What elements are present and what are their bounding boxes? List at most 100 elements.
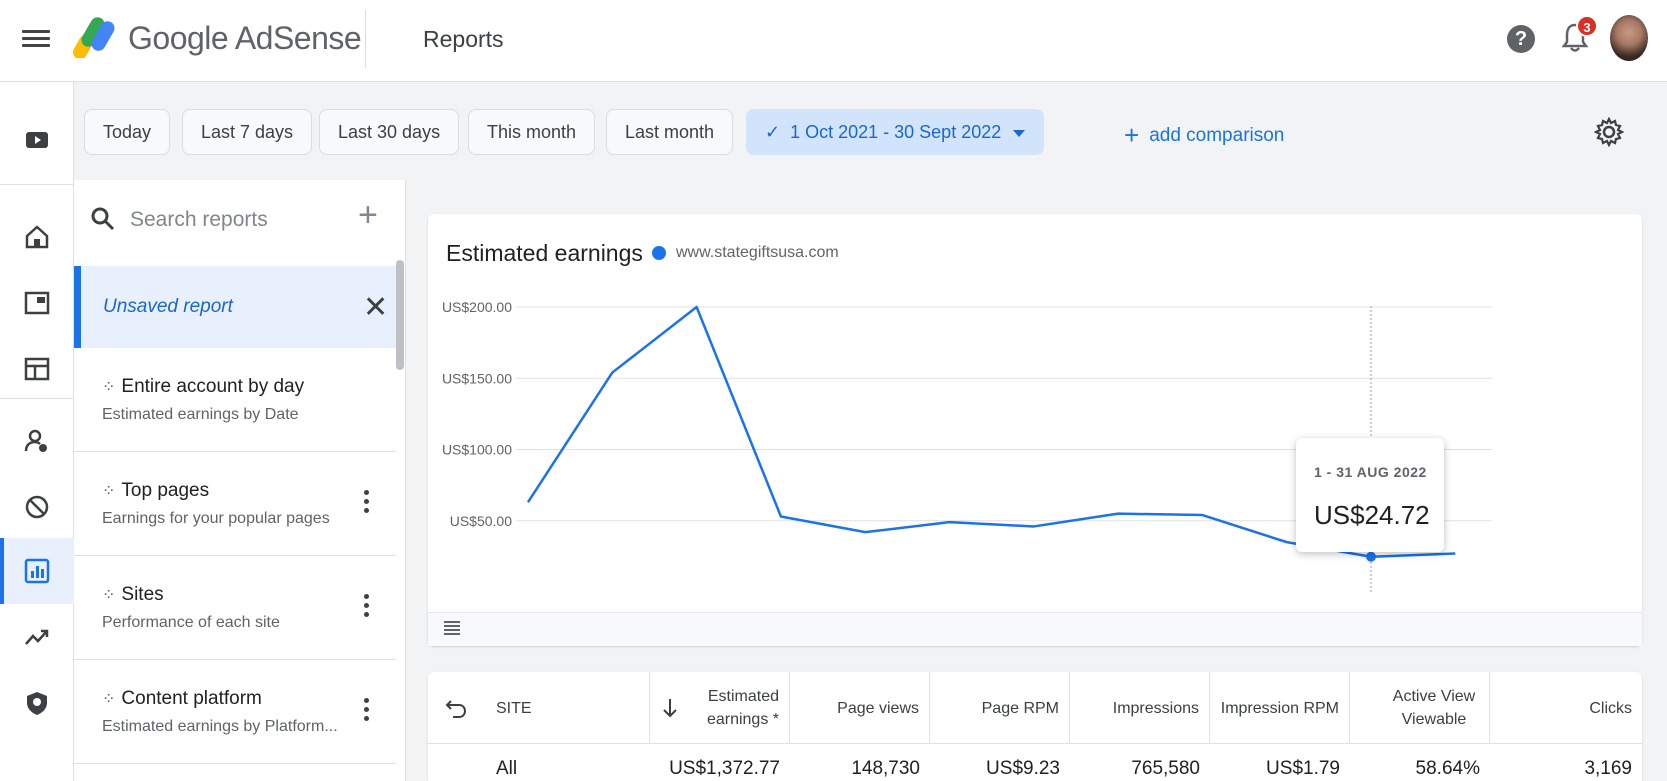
report-title-text: Sites <box>121 584 164 605</box>
page-title: Reports <box>423 26 504 52</box>
legend-label: www.stategiftsusa.com <box>676 244 839 261</box>
search-reports-row: + <box>74 180 406 260</box>
report-title-text: Entire account by day <box>121 376 305 397</box>
search-reports-input[interactable] <box>130 202 350 238</box>
rail-block-controls-icon[interactable] <box>0 474 74 540</box>
report-title-text: Content platform <box>121 688 262 709</box>
undo-icon[interactable] <box>444 696 468 720</box>
unsaved-report-item[interactable]: Unsaved report ✕ <box>74 266 396 348</box>
add-comparison-button[interactable]: + add comparison <box>1124 120 1284 151</box>
rail-ads-icon[interactable] <box>0 270 74 336</box>
rail-home-icon[interactable] <box>0 204 74 270</box>
report-item-entire-account[interactable]: ⁘ Entire account by day Estimated earning… <box>74 348 396 452</box>
report-subtitle: Performance of each site <box>102 614 280 631</box>
tooltip-value: US$24.72 <box>1314 500 1430 530</box>
sort-descending-icon[interactable] <box>660 696 680 720</box>
table-cell-clicks: 3,169 <box>1584 758 1632 779</box>
new-report-plus-icon[interactable]: + <box>358 196 378 234</box>
brand-name: Google AdSense <box>128 20 362 56</box>
report-title: ⁘ Top pages <box>102 480 209 502</box>
report-subtitle: Estimated earnings by Date <box>102 406 299 423</box>
sparkle-icon: ⁘ <box>102 587 116 604</box>
report-item-sites[interactable]: ⁘ Sites Performance of each site <box>74 556 396 660</box>
more-options-icon[interactable] <box>364 594 370 620</box>
date-filter-bar: Today Last 7 days Last 30 days This mont… <box>74 82 1667 180</box>
report-item-content-platform[interactable]: ⁘ Content platform Estimated earnings by … <box>74 660 396 764</box>
rail-youtube-icon[interactable] <box>0 106 74 172</box>
table-cell-site: All <box>496 758 518 779</box>
rail-reports-icon[interactable] <box>0 538 74 604</box>
highlighted-data-point <box>1366 551 1376 562</box>
sparkle-icon: ⁘ <box>102 483 116 500</box>
y-tick-label: US$50.00 <box>450 513 512 529</box>
date-range-selector[interactable]: ✓ 1 Oct 2021 - 30 Sept 2022 <box>746 109 1045 155</box>
y-tick-label: US$200.00 <box>442 299 512 315</box>
chip-last-7-days[interactable]: Last 7 days <box>182 109 313 155</box>
table-header-row: SITE Estimated earnings * Page views Pag… <box>428 672 1642 744</box>
report-title: ⁘ Entire account by day <box>102 376 304 398</box>
column-header-impressions[interactable]: Impressions <box>1070 672 1210 744</box>
column-header-impression-rpm[interactable]: Impression RPM <box>1210 672 1350 744</box>
table-cell-estimated-earnings: US$1,372.77 <box>669 758 780 779</box>
table-row[interactable]: All US$1,372.77 148,730 US$9.23 765,580 … <box>428 744 1642 781</box>
column-header-page-rpm[interactable]: Page RPM <box>930 672 1070 744</box>
chip-last-month[interactable]: Last month <box>606 109 734 155</box>
column-header-label: Estimated earnings * <box>706 688 779 728</box>
report-subtitle: Estimated earnings by Platform... <box>102 718 338 735</box>
chip-this-month[interactable]: This month <box>468 109 596 155</box>
tooltip-date: 1 - 31 AUG 2022 <box>1314 464 1427 480</box>
column-header-site[interactable]: SITE <box>428 672 650 744</box>
column-header-estimated-earnings[interactable]: Estimated earnings * <box>650 672 790 744</box>
main-menu-button[interactable] <box>22 26 50 52</box>
report-title-text: Top pages <box>121 480 210 501</box>
rail-optimization-trend-icon[interactable] <box>0 604 74 670</box>
table-cell-page-views: 148,730 <box>851 758 920 779</box>
report-item-top-pages[interactable]: ⁘ Top pages Earnings for your popular pag… <box>74 452 396 556</box>
date-range-label: 1 Oct 2021 - 30 Sept 2022 <box>790 122 1002 142</box>
add-comparison-label: add comparison <box>1149 125 1285 146</box>
chip-today[interactable]: Today <box>84 109 171 155</box>
top-app-bar: Google AdSense Reports ? 3 <box>0 0 1667 82</box>
report-title: ⁘ Sites <box>102 584 164 606</box>
column-header-active-view-viewable[interactable]: Active View Viewable <box>1350 672 1490 744</box>
rail-separator <box>0 184 74 185</box>
plus-icon: + <box>1124 120 1140 150</box>
close-icon[interactable]: ✕ <box>363 291 389 324</box>
report-title: ⁘ Content platform <box>102 688 262 710</box>
column-header-label: Active View Viewable <box>1392 688 1476 728</box>
table-cell-page-rpm: US$9.23 <box>986 758 1060 779</box>
check-icon: ✓ <box>765 122 781 142</box>
y-tick-label: US$150.00 <box>442 370 512 386</box>
user-avatar[interactable] <box>1610 15 1648 61</box>
reports-sidebar: + Unsaved report ✕ ⁘ Entire account by da… <box>74 180 406 781</box>
header-divider <box>365 10 366 68</box>
report-table: SITE Estimated earnings * Page views Pag… <box>428 672 1642 781</box>
more-options-icon[interactable] <box>364 490 370 516</box>
table-cell-impression-rpm: US$1.79 <box>1266 758 1340 779</box>
left-navigation-rail <box>0 82 74 781</box>
rail-privacy-messaging-icon[interactable] <box>0 408 74 474</box>
notification-count-badge: 3 <box>1576 15 1598 37</box>
chip-last-30-days[interactable]: Last 30 days <box>319 109 460 155</box>
report-subtitle: Earnings for your popular pages <box>102 510 330 527</box>
y-tick-label: US$100.00 <box>442 442 512 458</box>
sparkle-icon: ⁘ <box>102 691 116 708</box>
chart-footer <box>428 612 1642 646</box>
adsense-logo-icon <box>73 17 115 58</box>
chart-tooltip: 1 - 31 AUG 2022 US$24.72 <box>1296 438 1444 552</box>
help-icon[interactable]: ? <box>1507 25 1535 53</box>
rail-policy-center-icon[interactable] <box>0 670 74 736</box>
legend-marker <box>652 246 666 260</box>
column-header-page-views[interactable]: Page views <box>790 672 930 744</box>
chart-title: Estimated earnings <box>446 240 643 266</box>
column-header-clicks[interactable]: Clicks <box>1589 699 1632 717</box>
rail-blocking-layout-icon[interactable] <box>0 336 74 402</box>
estimated-earnings-chart-card: Estimated earnings www.stategiftsusa.com… <box>428 214 1642 646</box>
settings-gear-icon[interactable] <box>1594 117 1624 147</box>
more-options-icon[interactable] <box>364 698 370 724</box>
list-view-icon[interactable] <box>442 618 462 638</box>
sidebar-scrollbar[interactable] <box>396 260 404 370</box>
rail-separator <box>0 398 74 399</box>
sparkle-icon: ⁘ <box>102 379 116 396</box>
